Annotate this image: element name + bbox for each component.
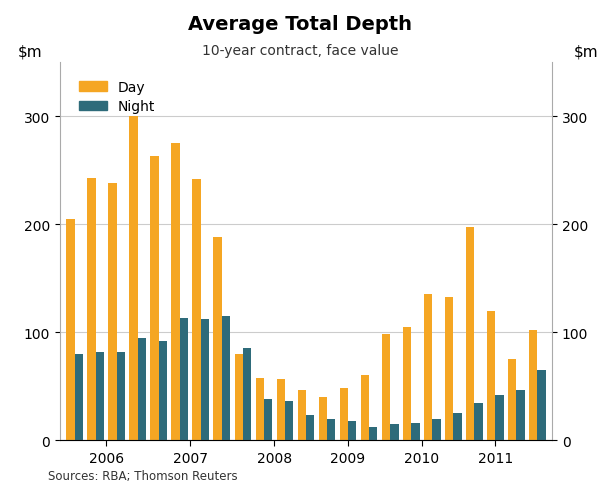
Bar: [403, 327, 411, 440]
Bar: [508, 360, 516, 440]
Bar: [201, 319, 209, 440]
Bar: [298, 390, 306, 440]
Bar: [159, 341, 167, 440]
Bar: [277, 379, 285, 440]
Text: 10-year contract, face value: 10-year contract, face value: [202, 44, 398, 58]
Bar: [67, 219, 75, 440]
Bar: [243, 349, 251, 440]
Bar: [214, 238, 222, 440]
Legend: Day, Night: Day, Night: [72, 74, 162, 121]
Bar: [516, 390, 524, 440]
Bar: [466, 228, 474, 440]
Bar: [411, 423, 419, 440]
Bar: [180, 318, 188, 440]
Y-axis label: $m: $m: [18, 44, 43, 59]
Bar: [369, 427, 377, 440]
Bar: [453, 413, 461, 440]
Bar: [361, 376, 369, 440]
Y-axis label: $m: $m: [574, 44, 599, 59]
Bar: [495, 395, 503, 440]
Bar: [424, 295, 432, 440]
Bar: [193, 180, 201, 440]
Bar: [432, 419, 440, 440]
Bar: [340, 389, 348, 440]
Text: Average Total Depth: Average Total Depth: [188, 15, 412, 33]
Bar: [235, 354, 243, 440]
Bar: [382, 335, 390, 440]
Bar: [306, 416, 314, 440]
Bar: [285, 402, 293, 440]
Bar: [75, 354, 83, 440]
Text: Sources: RBA; Thomson Reuters: Sources: RBA; Thomson Reuters: [48, 469, 238, 482]
Bar: [117, 352, 125, 440]
Bar: [348, 421, 356, 440]
Bar: [222, 317, 230, 440]
Bar: [96, 352, 104, 440]
Bar: [474, 403, 482, 440]
Bar: [445, 297, 453, 440]
Bar: [109, 184, 117, 440]
Bar: [256, 378, 264, 440]
Bar: [537, 370, 545, 440]
Bar: [88, 178, 96, 440]
Bar: [487, 311, 495, 440]
Bar: [264, 399, 272, 440]
Bar: [529, 331, 537, 440]
Bar: [319, 397, 327, 440]
Bar: [327, 419, 335, 440]
Bar: [138, 338, 146, 440]
Bar: [130, 117, 138, 440]
Bar: [172, 144, 180, 440]
Bar: [151, 157, 159, 440]
Bar: [390, 424, 398, 440]
